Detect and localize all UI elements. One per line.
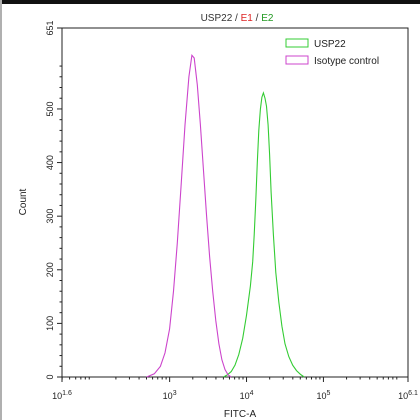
chart-title: USP22 / E1 / E2 — [201, 13, 274, 24]
window-top-border — [0, 0, 420, 4]
title-part: / — [253, 13, 261, 24]
x-axis-label: FITC-A — [224, 409, 257, 420]
legend: USP22 Isotype control — [285, 38, 379, 67]
x-tick-label: 103 — [163, 390, 177, 401]
legend-label: USP22 — [314, 39, 346, 50]
y-tick-label: 300 — [45, 209, 55, 224]
y-tick-label: 500 — [45, 101, 55, 116]
window-left-border — [0, 0, 2, 420]
x-tick-label: 101.6 — [52, 390, 72, 401]
x-axis: 101.6 103 104 105 106.1 — [52, 377, 418, 401]
y-tick-label: 651 — [45, 20, 55, 35]
y-axis-label: Count — [18, 188, 29, 215]
legend-label: Isotype control — [314, 56, 379, 67]
y-tick-label: 0 — [45, 374, 55, 379]
plot-frame — [61, 27, 409, 378]
legend-swatch — [285, 55, 309, 65]
x-tick-label: 106.1 — [398, 390, 418, 401]
y-tick-label: 100 — [45, 316, 55, 331]
y-tick-label: 400 — [45, 155, 55, 170]
y-axis: 0 100 200 300 400 500 651 — [45, 20, 62, 380]
series-line-isotype-control — [146, 54, 232, 378]
title-part: / — [232, 13, 240, 24]
title-part: E2 — [261, 13, 274, 24]
x-tick-label: 105 — [316, 390, 330, 401]
x-tick-label: 104 — [240, 390, 254, 401]
y-tick-label: 200 — [45, 262, 55, 277]
series-layer — [146, 54, 305, 378]
series-line-usp22 — [223, 91, 305, 378]
legend-swatch — [285, 38, 309, 48]
title-part: USP22 — [201, 13, 233, 24]
title-part: E1 — [241, 13, 254, 24]
